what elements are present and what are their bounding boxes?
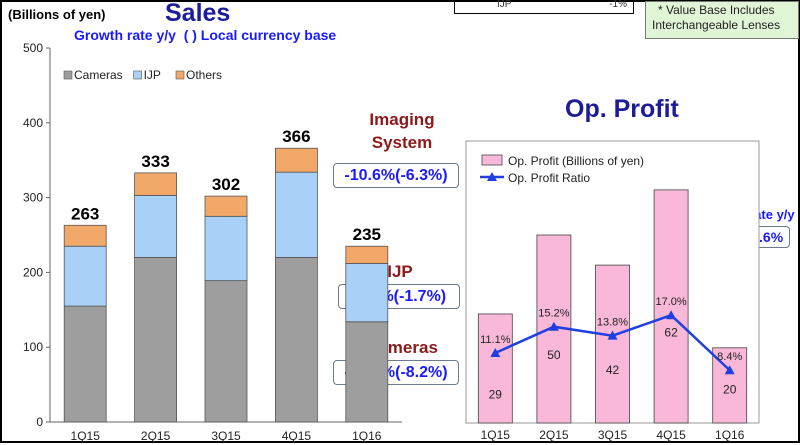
sales-bar-cameras — [204, 280, 248, 423]
op-bar — [653, 189, 689, 424]
sales-y-tick-label: 0 — [36, 415, 43, 429]
sales-legend-label: IJP — [144, 68, 161, 82]
sales-bar-cameras — [274, 257, 318, 423]
sales-bar-ijp — [134, 194, 178, 258]
op-legend-marker — [487, 172, 497, 181]
op-x-tick-label: 1Q15 — [481, 428, 511, 442]
op-bar-value-label: 50 — [547, 348, 561, 362]
sales-x-tick-label: 1Q16 — [352, 429, 382, 443]
top-table: IJP -1% — [454, 0, 634, 14]
op-ratio-label: 8.4% — [717, 351, 742, 363]
sales-subtitle: Growth rate y/y ( ) Local currency base — [74, 27, 337, 43]
op-ratio-label: 17.0% — [655, 296, 686, 308]
segment-label-ijp: IJP — [387, 262, 413, 281]
sales-total-label: 333 — [141, 152, 169, 171]
op-ratio-label: 11.1% — [480, 334, 511, 346]
sales-bar-others — [63, 224, 107, 247]
op-legend-swatch-bar — [481, 154, 503, 166]
top-table-cell-2: -1% — [609, 0, 627, 10]
sales-y-tick-label: 200 — [23, 265, 43, 279]
sales-legend-swatch-ijp — [133, 70, 142, 80]
sales-y-tick-label: 500 — [23, 41, 43, 55]
sales-bar-others — [134, 172, 178, 196]
sales-bar-others — [274, 147, 318, 173]
sales-bar-cameras — [63, 305, 107, 423]
op-ratio-label: 15.2% — [538, 308, 569, 320]
op-x-tick-label: 4Q15 — [656, 428, 686, 442]
sales-bar-cameras — [345, 321, 389, 423]
sales-legend-swatch-others — [175, 70, 185, 80]
sales-y-tick-label: 400 — [23, 116, 43, 130]
op-bar-value-label: 62 — [664, 325, 678, 339]
sales-bar-ijp — [274, 171, 318, 258]
op-ratio-marker — [548, 321, 559, 331]
sales-bar-ijp — [63, 245, 107, 307]
top-table-cell-1: IJP — [497, 0, 512, 10]
growth-box-imaging-system: -10.6%(-6.3%) — [333, 163, 459, 188]
segment-label-imaging-system: Imaging System — [369, 110, 435, 152]
sales-legend-label: Cameras — [74, 68, 123, 82]
op-bar — [595, 264, 630, 424]
op-bar-value-label: 29 — [489, 387, 503, 401]
op-legend-label-bar: Op. Profit (Billions of yen) — [508, 154, 644, 168]
sales-title: Sales — [165, 0, 231, 27]
sales-bar-ijp — [204, 215, 248, 282]
op-x-tick-label: 2Q15 — [539, 428, 569, 442]
op-legend-label-line: Op. Profit Ratio — [508, 171, 590, 185]
sales-bar-ijp — [345, 263, 389, 323]
sales-bar-others — [345, 245, 389, 264]
sales-total-label: 263 — [71, 204, 99, 223]
op-ratio-marker — [724, 365, 735, 375]
sales-legend-swatch-cameras — [63, 70, 73, 80]
y-axis-unit-label: (Billions of yen) — [8, 7, 106, 22]
op-profit-title: Op. Profit — [565, 95, 679, 123]
sales-bar-others — [204, 195, 248, 217]
op-x-tick-label: 3Q15 — [598, 428, 628, 442]
op-ratio-label: 13.8% — [597, 317, 628, 329]
op-ratio-marker — [607, 330, 618, 340]
sales-x-tick-label: 2Q15 — [141, 429, 171, 443]
note-line-1: * Value Base Includes — [658, 3, 775, 17]
op-x-tick-label: 1Q16 — [715, 428, 745, 442]
note-box: * Value Base Includes Interchangeable Le… — [645, 1, 799, 39]
op-bar-value-label: 20 — [723, 382, 737, 396]
sales-y-tick-label: 100 — [23, 340, 43, 354]
sales-x-tick-label: 1Q15 — [71, 429, 101, 443]
op-ratio-marker — [666, 310, 677, 320]
sales-x-tick-label: 3Q15 — [211, 429, 241, 443]
op-ratio-marker — [490, 347, 501, 357]
sales-bar-cameras — [134, 257, 178, 423]
op-bar-value-label: 42 — [606, 363, 620, 377]
note-line-2: Interchangeable Lenses — [652, 18, 781, 32]
sales-legend-label: Others — [186, 68, 222, 82]
sales-total-label: 235 — [353, 225, 381, 244]
op-bar — [477, 313, 513, 424]
sales-x-tick-label: 4Q15 — [282, 429, 312, 443]
sales-total-label: 366 — [282, 127, 310, 146]
sales-total-label: 302 — [212, 175, 240, 194]
sales-y-tick-label: 300 — [23, 191, 43, 205]
